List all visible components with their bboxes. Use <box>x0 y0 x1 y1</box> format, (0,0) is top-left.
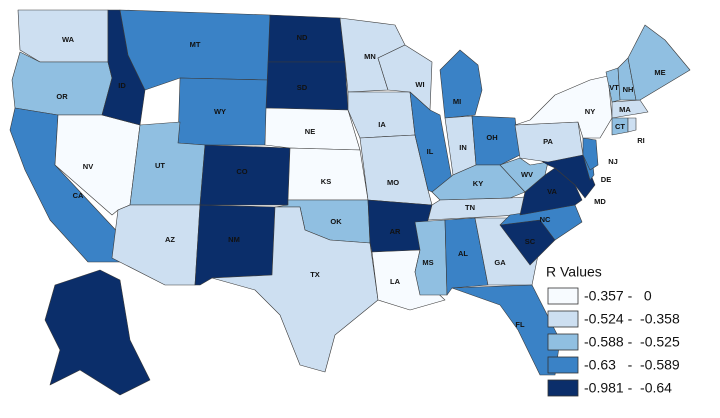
state-label: MS <box>422 258 433 267</box>
legend-label: -0.524 - -0.358 <box>584 311 680 327</box>
states <box>9 9 691 396</box>
state-label: IA <box>378 120 386 129</box>
legend-swatch <box>547 379 579 397</box>
state-label: UT <box>155 161 165 170</box>
state-label: WI <box>415 80 424 89</box>
state-label: SC <box>525 237 536 246</box>
state-label: IL <box>427 147 434 156</box>
state-label: GA <box>494 258 506 267</box>
legend-label: -0.981 - -0.64 <box>584 380 672 396</box>
state-label: CT <box>615 122 625 131</box>
state-shape <box>627 117 637 133</box>
state-shape <box>627 24 691 101</box>
state-label: NJ <box>608 157 618 166</box>
state-label: SD <box>297 83 308 92</box>
state-label: IN <box>459 143 467 152</box>
state-label: WV <box>521 170 533 179</box>
state-label: OR <box>56 92 68 101</box>
state-label: MO <box>387 178 399 187</box>
state-label: DE <box>601 175 611 184</box>
state-shape <box>471 115 521 166</box>
state-label: ND <box>297 33 308 42</box>
state-label: NH <box>623 85 634 94</box>
state-label: NC <box>540 215 551 224</box>
state-label: TN <box>465 203 475 212</box>
state-shape <box>582 137 599 171</box>
state-label: NM <box>228 235 240 244</box>
state-label: AR <box>390 227 401 236</box>
state-label: WA <box>62 35 75 44</box>
state-label: NV <box>83 162 93 171</box>
state-label: LA <box>390 277 401 286</box>
state-shape <box>451 284 561 376</box>
state-label: KY <box>473 179 483 188</box>
state-labels: WA OR CA NV ID MT WY UT AZ CO NM ND SD NE KS OK TX MN IA MO… <box>56 33 665 329</box>
state-label: NY <box>585 107 595 116</box>
state-shape <box>119 9 271 91</box>
legend-label: -0.588 - -0.525 <box>584 334 680 350</box>
state-shape <box>444 217 489 296</box>
state-label: MD <box>594 197 606 206</box>
state-label: OK <box>330 217 342 226</box>
state-shape <box>439 49 483 119</box>
state-label: RI <box>637 136 645 145</box>
state-label: CA <box>73 191 84 200</box>
state-label: FL <box>515 320 525 329</box>
state-label: VT <box>609 83 619 92</box>
state-label: VA <box>547 187 557 196</box>
state-label: ME <box>654 68 665 77</box>
state-label: OH <box>486 133 497 142</box>
state-shape <box>111 204 201 286</box>
state-shape <box>194 204 276 286</box>
legend-swatch <box>547 356 579 374</box>
state-label: MN <box>364 52 376 61</box>
state-shape <box>359 134 433 206</box>
legend-title: R Values <box>546 264 602 280</box>
state-label: TX <box>310 270 320 279</box>
state-label: MI <box>453 97 461 106</box>
legend-swatch <box>547 310 579 328</box>
state-shape <box>287 147 369 201</box>
state-label: MT <box>190 40 201 49</box>
legend-label: -0.357 - 0 <box>584 288 652 304</box>
state-shape <box>347 91 416 139</box>
state-shape <box>44 269 151 396</box>
legend-label: -0.63 - -0.589 <box>584 357 680 373</box>
state-label: MA <box>619 105 631 114</box>
state-shape <box>514 75 613 139</box>
legend-swatch <box>547 333 579 351</box>
legend: R Values -0.357 - 0 -0.524 - -0.358 -0.588… <box>546 264 680 397</box>
state-label: AL <box>458 249 468 258</box>
state-shape <box>611 99 649 119</box>
state-label: CO <box>236 167 247 176</box>
state-label: NE <box>305 127 315 136</box>
state-label: KS <box>321 177 331 186</box>
state-label: AZ <box>165 235 175 244</box>
state-label: PA <box>543 137 553 146</box>
state-label: ID <box>118 81 126 90</box>
state-label: WY <box>214 107 226 116</box>
legend-swatch <box>547 287 579 305</box>
state-shape <box>211 206 379 373</box>
